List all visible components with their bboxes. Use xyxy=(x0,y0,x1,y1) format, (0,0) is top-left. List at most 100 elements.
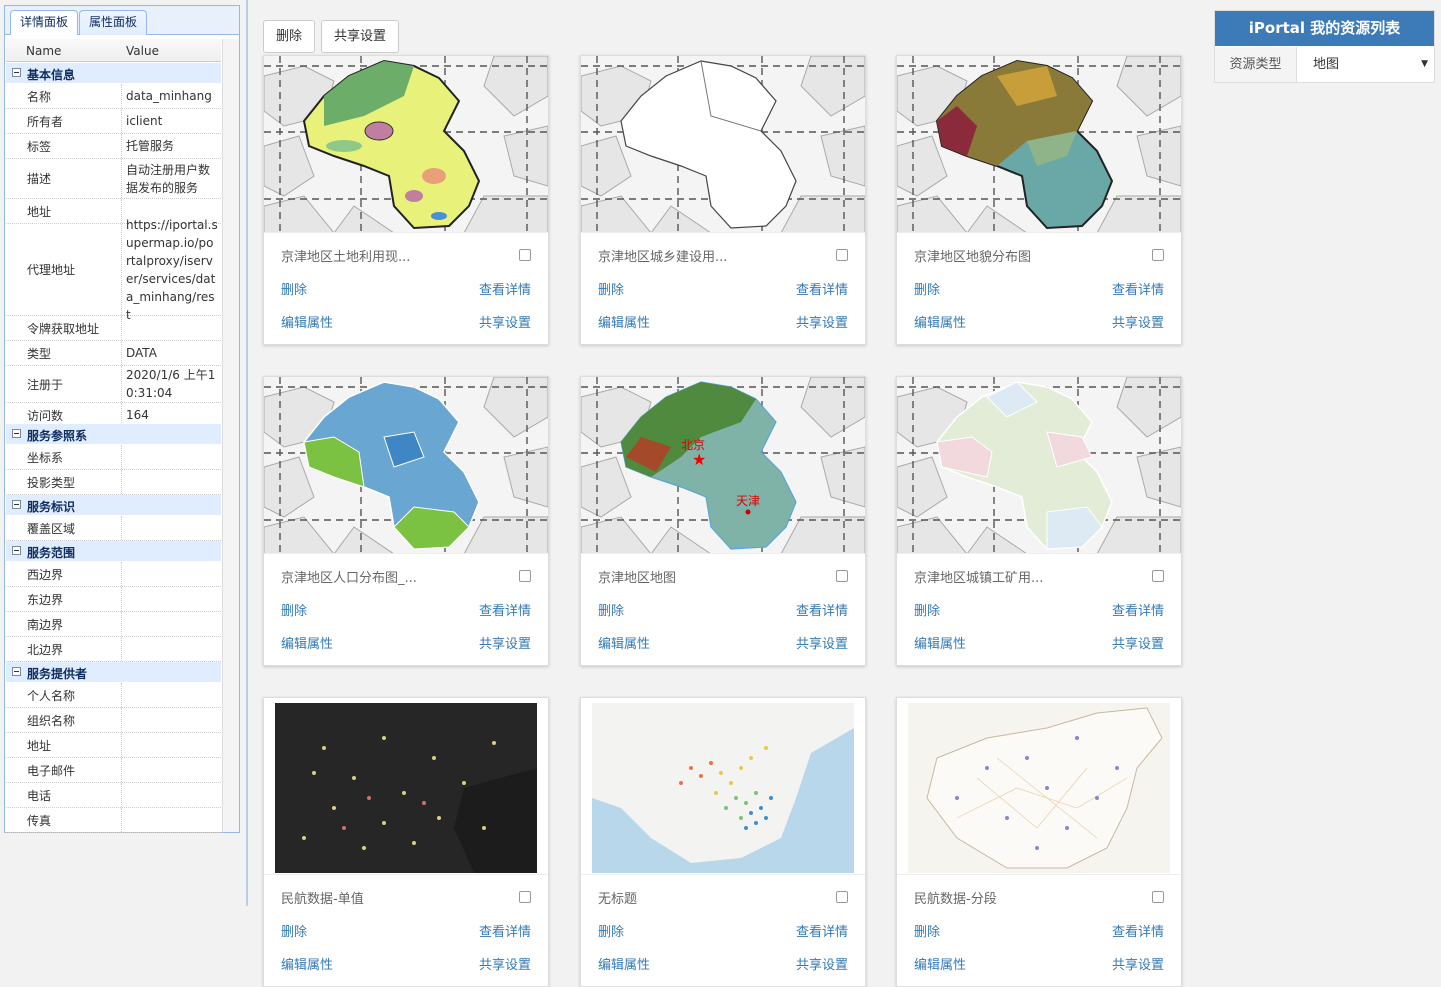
row-fax: 传真 xyxy=(6,808,221,833)
collapse-icon[interactable] xyxy=(12,68,21,77)
card-edit-properties-link[interactable]: 编辑属性 xyxy=(281,958,334,973)
row-type: 类型 DATA xyxy=(6,341,221,366)
card-share-settings-link[interactable]: 共享设置 xyxy=(795,637,848,652)
map-thumbnail[interactable] xyxy=(581,698,865,875)
card-edit-properties-link[interactable]: 编辑属性 xyxy=(281,637,334,652)
card-title: 民航数据-单值 xyxy=(281,892,364,907)
map-thumbnail[interactable]: 北京 ★ 天津 xyxy=(581,377,865,554)
group-service-range[interactable]: 服务范围 xyxy=(6,541,221,561)
delete-button[interactable]: 删除 xyxy=(263,20,316,53)
card-title: 京津地区地貌分布图 xyxy=(914,250,1032,265)
card-view-details-link[interactable]: 查看详情 xyxy=(1111,604,1164,619)
map-thumbnail[interactable] xyxy=(897,377,1181,554)
resource-card[interactable]: 京津地区城镇工矿用... 删除 查看详情 编辑属性 共享设置 xyxy=(896,376,1182,666)
card-edit-properties-link[interactable]: 编辑属性 xyxy=(281,316,334,331)
card-share-settings-link[interactable]: 共享设置 xyxy=(795,958,848,973)
map-thumbnail[interactable] xyxy=(264,698,548,875)
card-share-settings-link[interactable]: 共享设置 xyxy=(478,637,531,652)
card-view-details-link[interactable]: 查看详情 xyxy=(795,283,848,298)
collapse-icon[interactable] xyxy=(12,667,21,676)
card-view-details-link[interactable]: 查看详情 xyxy=(478,604,531,619)
row-description: 描述 自动注册用户数据发布的服务 xyxy=(6,159,221,199)
card-view-details-link[interactable]: 查看详情 xyxy=(795,925,848,940)
card-edit-properties-link[interactable]: 编辑属性 xyxy=(598,316,651,331)
resource-card[interactable]: 京津地区土地利用现... 删除 查看详情 编辑属性 共享设置 xyxy=(263,55,549,345)
card-delete-link[interactable]: 删除 xyxy=(281,925,308,940)
card-edit-properties-link[interactable]: 编辑属性 xyxy=(914,637,967,652)
card-delete-link[interactable]: 删除 xyxy=(281,283,308,298)
resource-card[interactable]: 京津地区地貌分布图 删除 查看详情 编辑属性 共享设置 xyxy=(896,55,1182,345)
collapse-icon[interactable] xyxy=(12,546,21,555)
select-checkbox[interactable] xyxy=(1152,891,1164,903)
card-view-details-link[interactable]: 查看详情 xyxy=(1111,283,1164,298)
collapse-icon[interactable] xyxy=(12,500,21,509)
map-thumbnail[interactable] xyxy=(264,56,548,233)
panel-title: iPortal 我的资源列表 xyxy=(1215,11,1434,46)
card-delete-link[interactable]: 删除 xyxy=(281,604,308,619)
card-delete-link[interactable]: 删除 xyxy=(914,283,941,298)
card-edit-properties-link[interactable]: 编辑属性 xyxy=(598,637,651,652)
select-checkbox[interactable] xyxy=(1152,570,1164,582)
row-phone: 电话 xyxy=(6,783,221,808)
capital-star-icon: ★ xyxy=(692,450,706,469)
card-edit-properties-link[interactable]: 编辑属性 xyxy=(914,316,967,331)
card-delete-link[interactable]: 删除 xyxy=(598,925,625,940)
map-label-tianjin: 天津 xyxy=(736,494,760,508)
select-checkbox[interactable] xyxy=(519,570,531,582)
map-thumbnail[interactable] xyxy=(264,377,548,554)
card-share-settings-link[interactable]: 共享设置 xyxy=(1111,958,1164,973)
select-checkbox[interactable] xyxy=(519,891,531,903)
select-checkbox[interactable] xyxy=(519,249,531,261)
resource-card[interactable]: 京津地区城乡建设用... 删除 查看详情 编辑属性 共享设置 xyxy=(580,55,866,345)
group-provider[interactable]: 服务提供者 xyxy=(6,662,221,682)
card-share-settings-link[interactable]: 共享设置 xyxy=(795,316,848,331)
resource-type-select[interactable]: 地图 ▼ xyxy=(1298,47,1434,82)
group-basic-info[interactable]: 基本信息 xyxy=(6,63,221,83)
card-delete-link[interactable]: 删除 xyxy=(598,604,625,619)
resource-card[interactable]: 无标题 删除 查看详情 编辑属性 共享设置 xyxy=(580,697,866,987)
share-settings-button[interactable]: 共享设置 xyxy=(321,20,400,53)
resource-type-value: 地图 xyxy=(1313,57,1340,72)
card-view-details-link[interactable]: 查看详情 xyxy=(478,283,531,298)
collapse-icon[interactable] xyxy=(12,429,21,438)
card-share-settings-link[interactable]: 共享设置 xyxy=(478,316,531,331)
column-name: Name xyxy=(26,44,62,58)
row-org: 组织名称 xyxy=(6,708,221,733)
resource-card[interactable]: 民航数据-分段 删除 查看详情 编辑属性 共享设置 xyxy=(896,697,1182,987)
row-proxy-address: 代理地址 https://iportal.supermap.io/portalpr… xyxy=(6,218,221,322)
card-delete-link[interactable]: 删除 xyxy=(914,604,941,619)
card-view-details-link[interactable]: 查看详情 xyxy=(795,604,848,619)
group-service-ident[interactable]: 服务标识 xyxy=(6,495,221,515)
select-checkbox[interactable] xyxy=(836,891,848,903)
map-thumbnail[interactable] xyxy=(581,56,865,233)
row-name: 名称 data_minhang xyxy=(6,84,221,109)
resource-card[interactable]: 京津地区人口分布图_... 删除 查看详情 编辑属性 共享设置 xyxy=(263,376,549,666)
select-checkbox[interactable] xyxy=(1152,249,1164,261)
group-reference-system[interactable]: 服务参照系 xyxy=(6,424,221,444)
map-thumbnail[interactable] xyxy=(897,698,1181,875)
card-share-settings-link[interactable]: 共享设置 xyxy=(1111,637,1164,652)
row-east: 东边界 xyxy=(6,587,221,612)
resource-card[interactable]: 民航数据-单值 删除 查看详情 编辑属性 共享设置 xyxy=(263,697,549,987)
row-projection: 投影类型 xyxy=(6,470,221,495)
card-view-details-link[interactable]: 查看详情 xyxy=(1111,925,1164,940)
panel-splitter[interactable] xyxy=(246,0,248,906)
property-grid-scrollbar[interactable] xyxy=(222,39,239,832)
row-provider-address: 地址 xyxy=(6,733,221,758)
select-checkbox[interactable] xyxy=(836,570,848,582)
row-south: 南边界 xyxy=(6,612,221,637)
card-delete-link[interactable]: 删除 xyxy=(598,283,625,298)
map-thumbnail[interactable] xyxy=(897,56,1181,233)
select-checkbox[interactable] xyxy=(836,249,848,261)
card-share-settings-link[interactable]: 共享设置 xyxy=(478,958,531,973)
card-edit-properties-link[interactable]: 编辑属性 xyxy=(598,958,651,973)
card-edit-properties-link[interactable]: 编辑属性 xyxy=(914,958,967,973)
tab-details[interactable]: 详情面板 xyxy=(10,10,79,35)
tab-properties[interactable]: 属性面板 xyxy=(79,10,148,35)
resource-list-panel: iPortal 我的资源列表 资源类型 地图 ▼ xyxy=(1214,10,1435,83)
card-title: 民航数据-分段 xyxy=(914,892,997,907)
card-view-details-link[interactable]: 查看详情 xyxy=(478,925,531,940)
card-delete-link[interactable]: 删除 xyxy=(914,925,941,940)
resource-card[interactable]: 北京 ★ 天津 京津地区地图 删除 查看详情 编辑属性 共享设置 xyxy=(580,376,866,666)
card-share-settings-link[interactable]: 共享设置 xyxy=(1111,316,1164,331)
